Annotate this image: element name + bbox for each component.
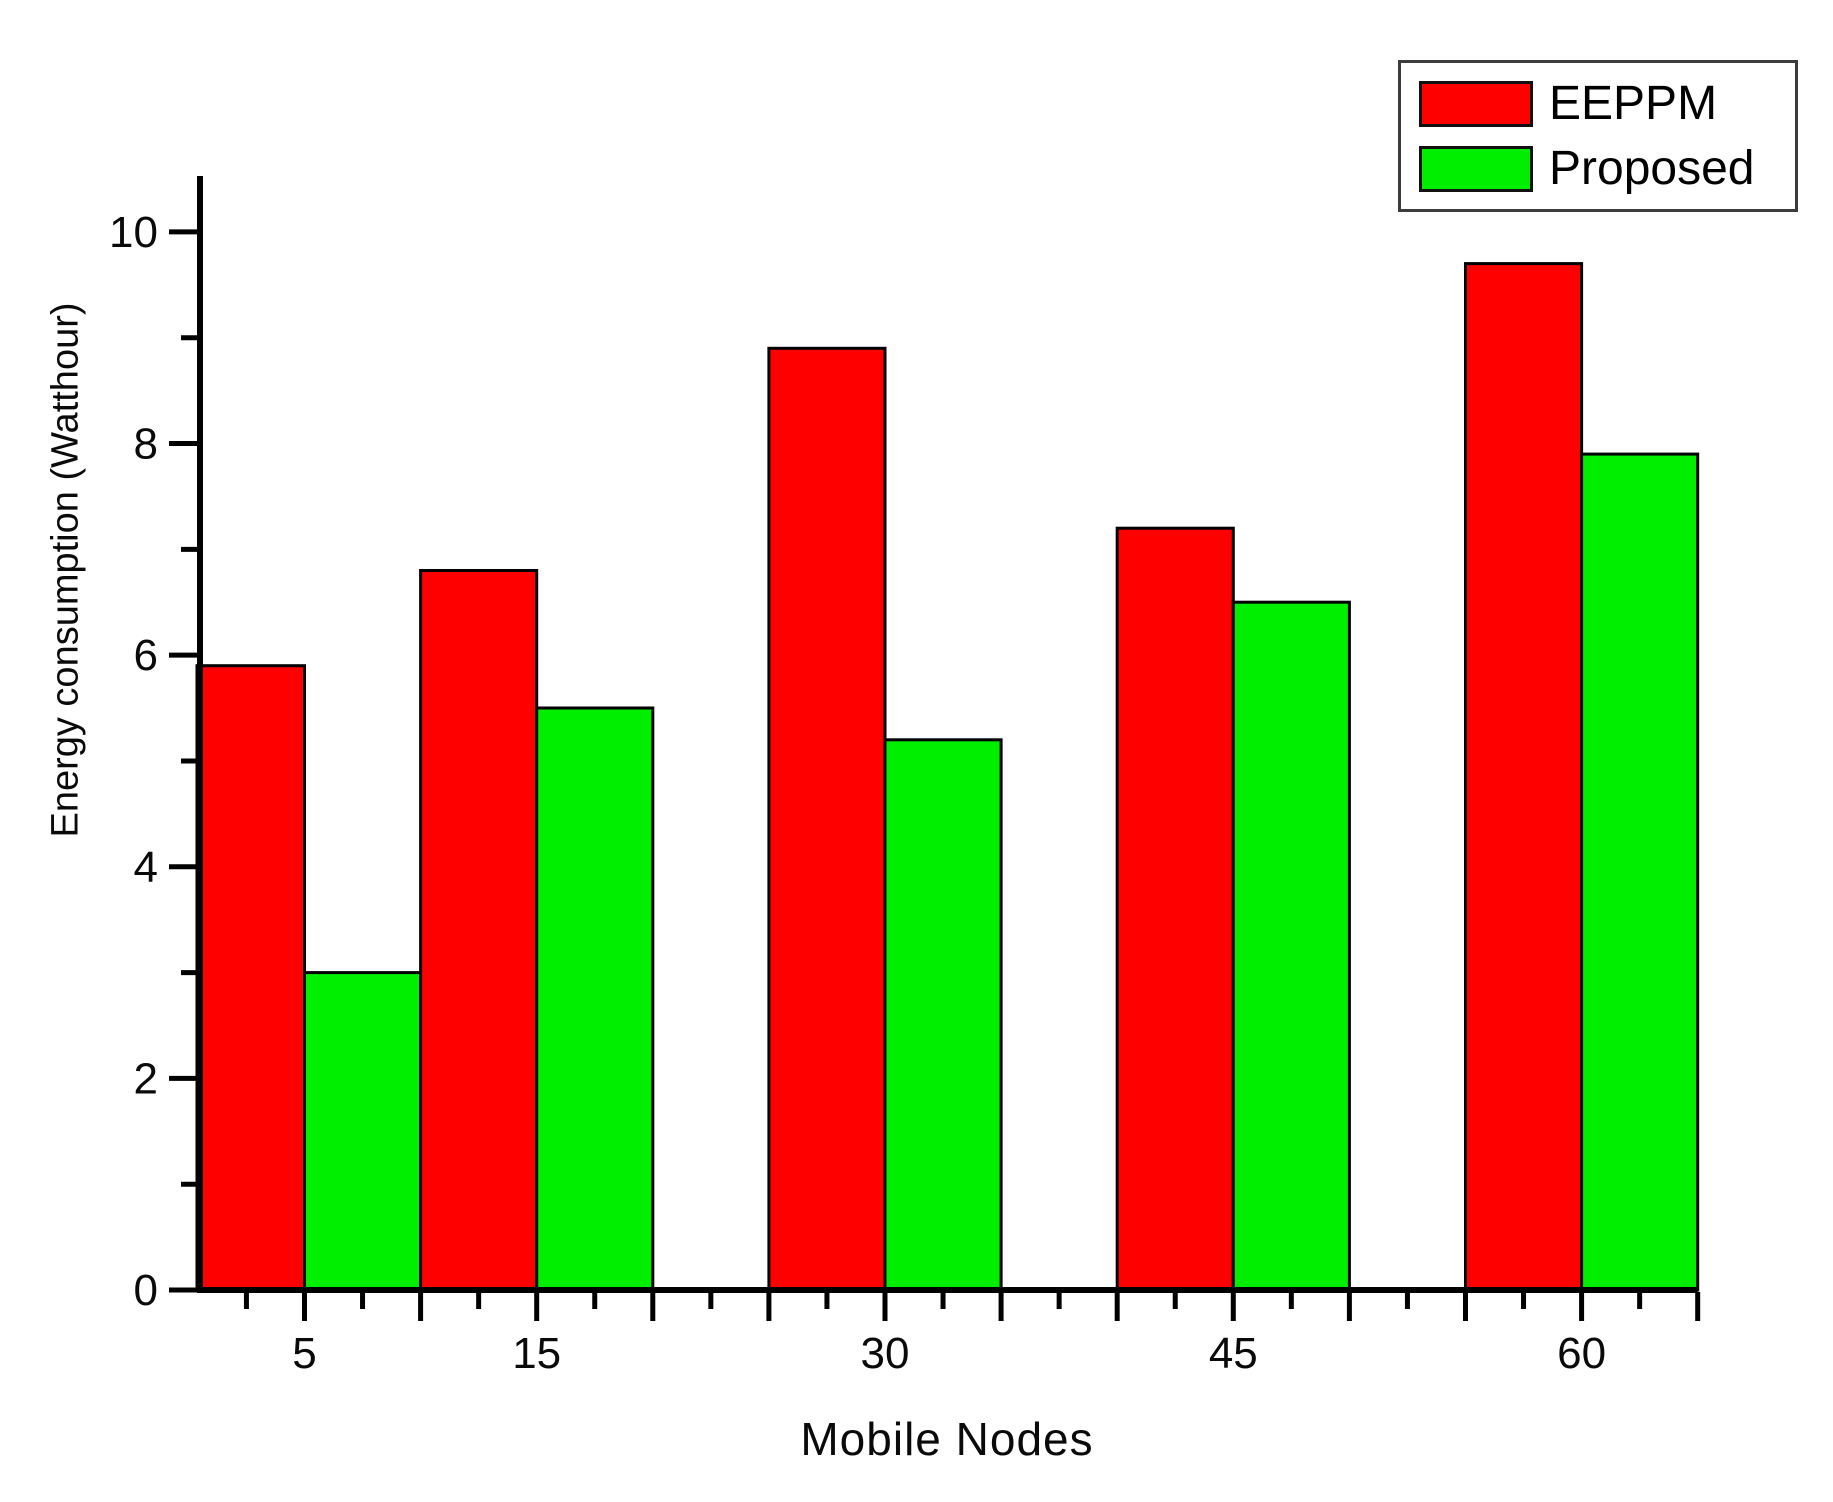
y-tick-label-4: 4	[134, 843, 158, 892]
legend-item-eeppm: EEPPM	[1419, 76, 1795, 130]
bar-proposed-30	[883, 738, 1003, 1292]
bar-proposed-15	[535, 706, 655, 1292]
bar-proposed-45	[1231, 600, 1351, 1292]
y-tick-label-10: 10	[109, 208, 158, 257]
x-tick-label-15: 15	[512, 1329, 561, 1378]
y-tick-label-6: 6	[134, 631, 158, 680]
legend-label-proposed: Proposed	[1549, 141, 1755, 195]
x-axis-title: Mobile Nodes	[800, 1413, 1094, 1465]
x-tick-label-30: 30	[861, 1329, 910, 1378]
legend-item-proposed: Proposed	[1419, 141, 1795, 195]
bar-eeppm-5	[195, 664, 306, 1292]
y-tick-label-2: 2	[134, 1054, 158, 1103]
bar-eeppm-15	[419, 569, 539, 1292]
legend-swatch-proposed	[1419, 145, 1533, 192]
x-tick-label-5: 5	[292, 1329, 316, 1378]
y-tick-label-0: 0	[134, 1266, 158, 1315]
bar-proposed-5	[303, 971, 423, 1292]
x-tick-label-60: 60	[1557, 1329, 1606, 1378]
legend-label-eeppm: EEPPM	[1549, 76, 1718, 130]
legend: EEPPM Proposed	[1398, 60, 1798, 212]
bar-proposed-60	[1580, 452, 1700, 1292]
bar-eeppm-60	[1464, 262, 1584, 1292]
bar-eeppm-30	[767, 346, 887, 1292]
y-tick-label-8: 8	[134, 420, 158, 469]
bar-eeppm-45	[1115, 526, 1235, 1292]
x-tick-label-45: 45	[1209, 1329, 1258, 1378]
y-axis-title: Energy consumption (Watthour)	[44, 302, 87, 838]
legend-swatch-eeppm	[1419, 80, 1533, 127]
